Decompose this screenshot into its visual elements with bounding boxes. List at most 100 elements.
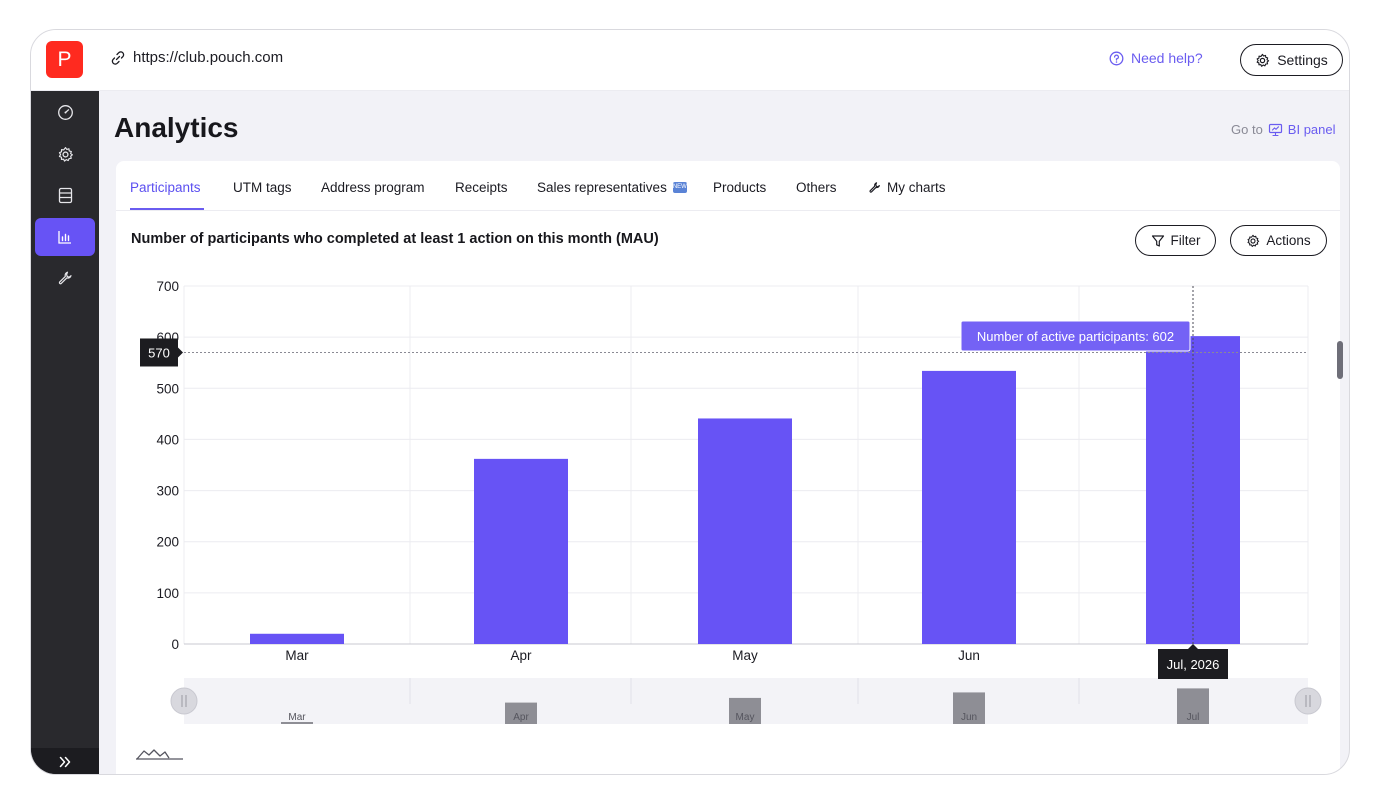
url-text: https://club.pouch.com [133,49,284,66]
tab-others-label: Others [796,180,837,195]
y-tick-label: 500 [156,381,179,396]
analytics-card: Participants UTM tags Address program Re… [116,161,1340,775]
new-badge-icon: NEW [672,182,687,193]
chart-overlay: 570 Jul, 2026 Number of active participant… [140,286,1308,679]
tab-receipts[interactable]: Receipts [455,180,508,195]
tab-participants[interactable]: Participants [130,180,201,195]
analytics-tabs: Participants UTM tags Address program Re… [116,161,1340,211]
tab-participants-label: Participants [130,180,201,195]
sidebar-item-settings[interactable] [35,135,95,173]
crosshair-y-label: 570 [148,345,170,360]
bar-apr [474,458,568,644]
y-tick-label: 0 [171,637,179,652]
x-tick-label: Jun [958,648,980,663]
navigator-right-handle[interactable] [1294,687,1322,715]
tab-others[interactable]: Others [796,180,837,195]
app-logo[interactable]: P [46,41,83,78]
y-tick-label: 400 [156,432,179,447]
y-tick-label: 300 [156,484,179,499]
navigator-label: May [736,712,755,723]
wrench-icon [58,271,72,285]
wrench-icon [869,182,880,193]
actions-button[interactable]: Actions [1230,225,1327,256]
actions-label: Actions [1266,233,1311,248]
mau-bar-chart[interactable]: 0100200300400500600700MarAprMayJunJul Ma… [116,161,1340,775]
chart-bars [250,336,1240,644]
tab-sales-representatives-label: Sales representatives [537,180,667,195]
tab-sales-representatives[interactable]: Sales representatives NEW [537,180,687,195]
sidebar-item-database[interactable] [35,176,95,214]
link-icon [111,50,125,65]
page-scrollbar[interactable] [1337,341,1343,379]
sidebar [31,91,99,774]
crosshair-x-label-box [1158,649,1228,679]
crosshair-y-label-box [140,338,178,367]
sparkline-icon[interactable] [136,749,183,760]
filter-label: Filter [1170,233,1201,248]
navigator-label: Jun [961,712,977,723]
sidebar-item-tools[interactable] [35,259,95,297]
settings-label: Settings [1277,52,1328,68]
handle-knob [1294,687,1322,715]
navigator-bar [505,702,537,724]
tab-my-charts-label: My charts [887,180,946,195]
double-chevron-right-icon [59,756,71,768]
bar-chart-icon [58,231,71,244]
x-tick-label: May [732,648,758,663]
dashboard-gauge-icon [57,104,73,120]
navigator-left-handle[interactable] [170,687,198,715]
bar-jun [922,370,1016,644]
tab-address-program[interactable]: Address program [321,180,425,195]
y-tick-label: 100 [156,586,179,601]
tab-utm-tags-label: UTM tags [233,180,292,195]
need-help-label: Need help? [1131,50,1203,66]
bar-mar [250,633,344,644]
value-tooltip-box [960,320,1191,352]
gear-icon [58,146,73,162]
sidebar-item-dashboard[interactable] [35,93,95,131]
y-tick-label: 700 [156,279,179,294]
x-tick-label: Mar [285,648,309,663]
active-tab-indicator [130,208,204,210]
settings-button[interactable]: Settings [1240,44,1343,76]
tab-my-charts[interactable]: My charts [868,180,946,195]
database-icon [58,187,72,203]
gear-icon [1256,53,1270,67]
tab-receipts-label: Receipts [455,180,508,195]
presentation-icon [1268,123,1282,136]
value-tooltip: Number of active participants: 602 [977,329,1174,344]
navigator-bar [281,722,313,724]
chart-title: Number of participants who completed at … [131,231,659,247]
tab-address-program-label: Address program [321,180,425,195]
navigator-label: Apr [513,712,529,723]
question-circle-icon [1109,51,1124,65]
filter-funnel-icon [1151,234,1164,247]
page-title: Analytics [114,112,239,143]
top-bar: P https://club.pouch.com Need help? Sett… [31,30,1349,91]
tab-products[interactable]: Products [713,180,766,195]
chart-navigator[interactable]: Mar Apr May Jun Jul [170,678,1322,724]
bar-may [698,418,792,644]
crosshair-x-label-pointer [1188,644,1198,649]
url-bar[interactable]: https://club.pouch.com [111,49,283,66]
crosshair-x-label: Jul, 2026 [1167,657,1220,672]
bi-panel-link[interactable]: BI panel [1287,122,1336,137]
navigator-bar [953,692,985,724]
handle-knob [170,687,198,715]
x-tick-label: Apr [510,648,532,663]
filter-button[interactable]: Filter [1135,225,1216,256]
goto-prefix: Go to [1231,122,1263,137]
navigator-bar [1177,688,1209,724]
tab-utm-tags[interactable]: UTM tags [233,180,292,195]
app-window: P https://club.pouch.com Need help? Sett… [30,29,1350,775]
navigator-bar [729,697,761,724]
crosshair-y-label-pointer [178,347,183,358]
navigator-label: Mar [288,712,306,723]
sidebar-item-analytics[interactable] [35,218,95,256]
gear-icon [1247,234,1260,247]
sidebar-expand-button[interactable] [31,748,99,774]
tab-products-label: Products [713,180,767,195]
need-help-link[interactable]: Need help? [1109,50,1203,66]
goto-bi-panel[interactable]: Go to BI panel [1231,122,1336,137]
navigator-label: Jul [1187,712,1200,723]
